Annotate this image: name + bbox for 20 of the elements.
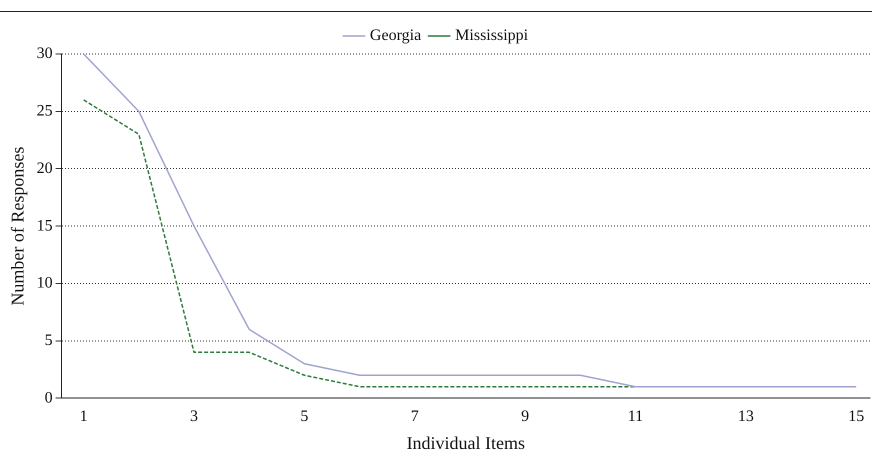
y-tick-label: 10 [36, 274, 53, 292]
x-tick-label: 11 [628, 408, 644, 426]
x-tick-label: 3 [190, 408, 198, 426]
y-tick-label: 5 [44, 332, 53, 350]
y-tick-label: 20 [36, 160, 53, 177]
x-tick-label: 9 [521, 408, 530, 426]
y-tick-label: 30 [36, 45, 53, 62]
x-tick-label: 5 [300, 408, 308, 426]
y-tick-label: 15 [36, 217, 53, 234]
x-tick-label: 1 [80, 408, 88, 426]
y-tick-label: 0 [44, 389, 53, 406]
legend-label: Mississippi [455, 27, 529, 44]
y-axis-title: Number of Responses [8, 146, 28, 306]
x-tick-label: 13 [738, 408, 754, 426]
x-tick-label: 7 [410, 408, 419, 426]
legend-label: Georgia [370, 27, 422, 44]
x-axis-title: Individual Items [406, 432, 526, 453]
line-series [82, 99, 636, 388]
y-tick-label: 25 [36, 102, 53, 120]
x-tick-label: 15 [848, 408, 864, 426]
